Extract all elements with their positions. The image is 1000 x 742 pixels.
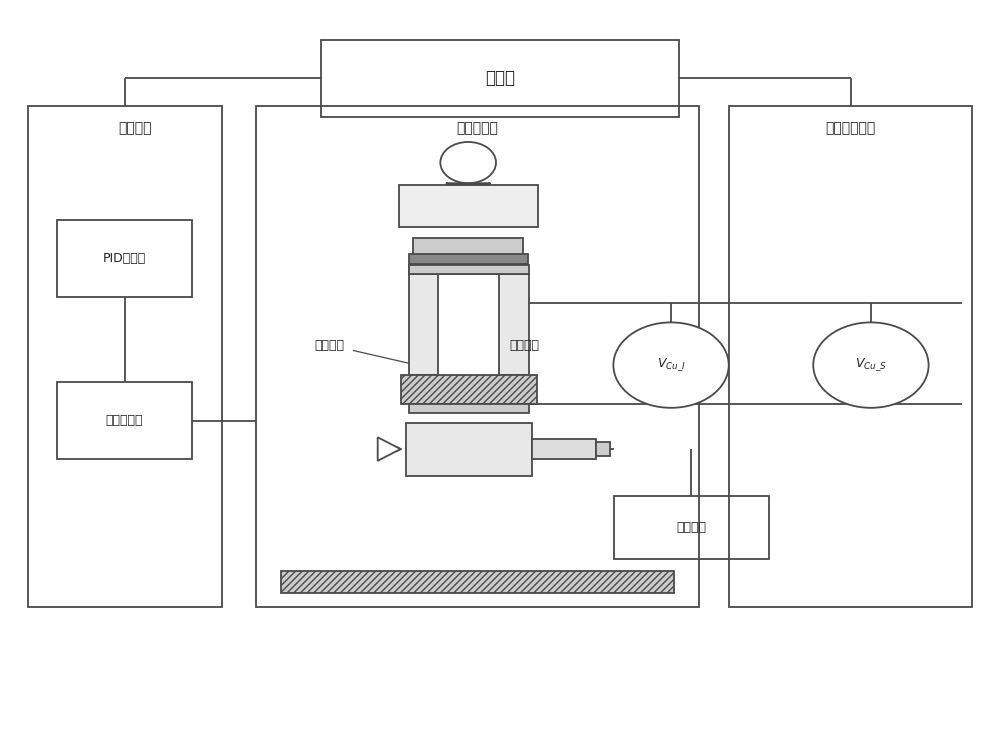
Text: 加热电源: 加热电源 bbox=[676, 521, 706, 534]
Bar bbox=[532, 439, 596, 459]
Text: 温控装置: 温控装置 bbox=[118, 121, 151, 135]
Bar bbox=[499, 274, 529, 375]
Text: $V_{Cu\_S}$: $V_{Cu\_S}$ bbox=[855, 357, 887, 373]
Bar bbox=[256, 106, 699, 607]
Bar bbox=[409, 404, 529, 413]
Bar bbox=[57, 220, 192, 298]
Bar bbox=[321, 39, 679, 117]
Bar bbox=[401, 375, 537, 404]
Bar bbox=[413, 238, 523, 255]
Text: $V_{Cu\_I}$: $V_{Cu\_I}$ bbox=[657, 357, 686, 373]
Bar bbox=[614, 496, 769, 559]
Circle shape bbox=[813, 322, 929, 408]
Text: 标准样品: 标准样品 bbox=[314, 339, 344, 352]
Polygon shape bbox=[446, 183, 490, 185]
Circle shape bbox=[440, 142, 496, 183]
Bar bbox=[409, 265, 528, 274]
Bar bbox=[57, 382, 192, 459]
Text: 上位机: 上位机 bbox=[485, 69, 515, 88]
Bar bbox=[406, 422, 532, 476]
Bar bbox=[596, 441, 610, 456]
Bar bbox=[409, 254, 528, 264]
Bar bbox=[409, 274, 438, 375]
Bar bbox=[399, 185, 538, 227]
Circle shape bbox=[613, 322, 729, 408]
Bar bbox=[409, 265, 529, 274]
Bar bbox=[281, 571, 674, 594]
Text: 数据采集装置: 数据采集装置 bbox=[825, 121, 876, 135]
Text: 功率调整器: 功率调整器 bbox=[106, 414, 143, 427]
Bar bbox=[729, 106, 972, 607]
Polygon shape bbox=[378, 437, 401, 461]
Text: 测试样品: 测试样品 bbox=[510, 339, 540, 352]
Text: PID控制器: PID控制器 bbox=[103, 252, 146, 265]
Bar bbox=[28, 106, 222, 607]
Text: 红外加热炉: 红外加热炉 bbox=[457, 121, 499, 135]
